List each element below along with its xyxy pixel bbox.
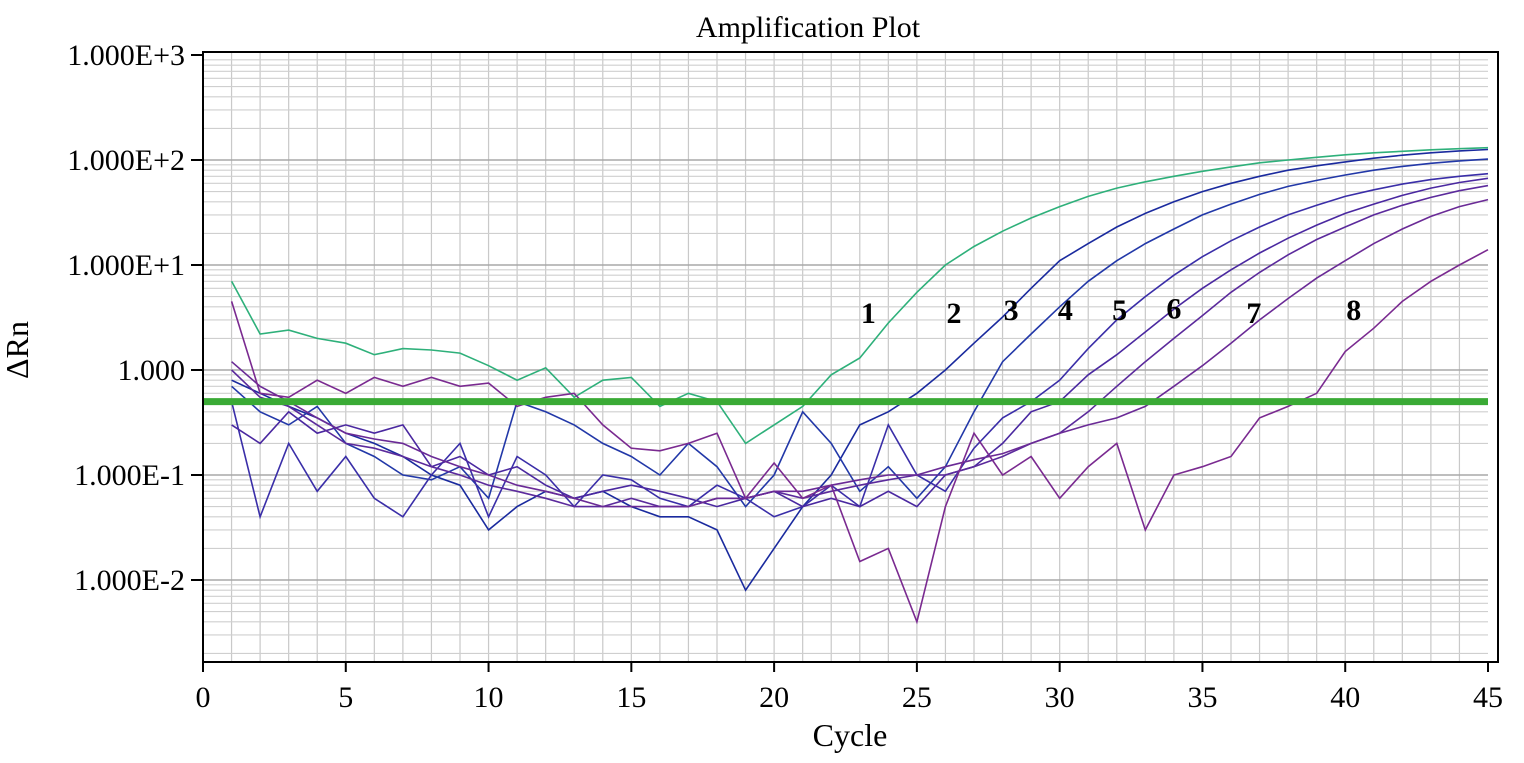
x-tick-label: 5 bbox=[338, 681, 353, 714]
series-line-7 bbox=[231, 198, 1489, 508]
series-line-2 bbox=[231, 148, 1489, 592]
curve-label: 5 bbox=[1112, 294, 1127, 327]
series-line-1 bbox=[230, 146, 1489, 445]
curve-label: 2 bbox=[947, 297, 962, 330]
curve-label: 8 bbox=[1346, 294, 1361, 327]
curve-label: 3 bbox=[1004, 294, 1019, 327]
plot-frame bbox=[202, 51, 1499, 663]
y-tick-label: 1.000E-1 bbox=[74, 459, 185, 492]
y-axis-label: ΔRn bbox=[0, 321, 35, 379]
y-tick-label: 1.000E+2 bbox=[67, 144, 185, 177]
curve-label: 4 bbox=[1058, 294, 1073, 327]
chart-title: Amplification Plot bbox=[696, 11, 921, 44]
series-line-3 bbox=[231, 158, 1489, 508]
y-tick-label: 1.000E-2 bbox=[74, 564, 185, 597]
curve-label: 6 bbox=[1166, 292, 1181, 325]
x-tick-label: 10 bbox=[474, 681, 504, 714]
series-line-6 bbox=[231, 184, 1489, 508]
y-tick-label: 1.000 bbox=[118, 354, 186, 387]
y-tick-label: 1.000E+1 bbox=[67, 249, 185, 282]
x-tick-label: 30 bbox=[1045, 681, 1075, 714]
x-axis-ticks: 0 5 10 15 20 25 30 35 40 45 bbox=[196, 662, 1503, 714]
curve-label: 1 bbox=[861, 297, 876, 330]
x-tick-label: 25 bbox=[902, 681, 932, 714]
x-tick-label: 35 bbox=[1187, 681, 1217, 714]
x-axis-label: Cycle bbox=[813, 717, 888, 753]
x-tick-label: 45 bbox=[1473, 681, 1503, 714]
y-axis-ticks: 1.000E+3 1.000E+2 1.000E+1 1.000 1.000E-1 1.0… bbox=[67, 39, 203, 597]
x-tick-label: 20 bbox=[759, 681, 789, 714]
x-tick-label: 15 bbox=[616, 681, 646, 714]
y-tick-label: 1.000E+3 bbox=[67, 39, 185, 72]
x-tick-label: 0 bbox=[196, 681, 211, 714]
series-line-8 bbox=[230, 248, 1489, 625]
series-line-5 bbox=[231, 177, 1489, 508]
grid-lines bbox=[203, 52, 1488, 662]
x-tick-label: 40 bbox=[1330, 681, 1360, 714]
curve-labels: 1 2 3 4 5 6 7 8 bbox=[861, 292, 1361, 330]
series-layer bbox=[230, 146, 1489, 625]
curve-label: 7 bbox=[1246, 297, 1261, 330]
